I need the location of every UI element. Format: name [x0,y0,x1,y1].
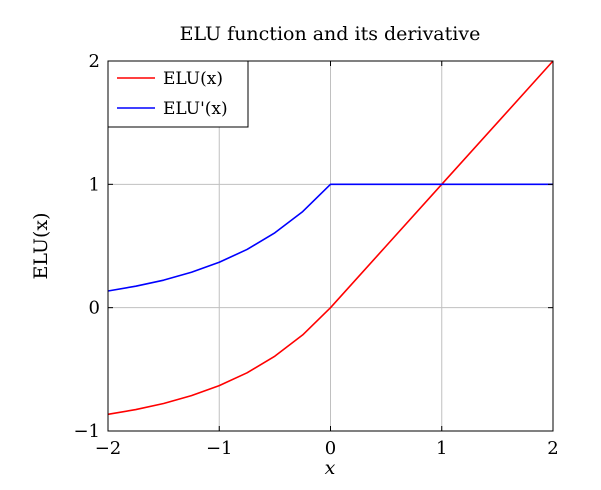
series-line-1 [107,183,553,292]
y-tick-label: 0 [89,298,100,319]
y-tick-label: −1 [73,421,100,442]
legend: ELU(x) ELU'(x) [107,60,249,128]
x-tick-label: 1 [436,438,447,459]
legend-label-elu-derivative: ELU'(x) [163,99,228,119]
y-tick-label: 2 [89,51,100,72]
x-tick-label: 0 [325,438,336,459]
legend-label-elu: ELU(x) [163,69,223,89]
x-tick-label: 2 [547,438,558,459]
legend-box [107,60,249,128]
x-tick-label: −2 [95,438,122,459]
chart-title: ELU function and its derivative [180,23,481,45]
x-axis-label: x [325,457,336,479]
y-axis-label: ELU(x) [30,212,52,279]
y-tick-label: 1 [89,174,100,195]
x-tick-label: −1 [206,438,233,459]
series-layer [107,60,554,416]
